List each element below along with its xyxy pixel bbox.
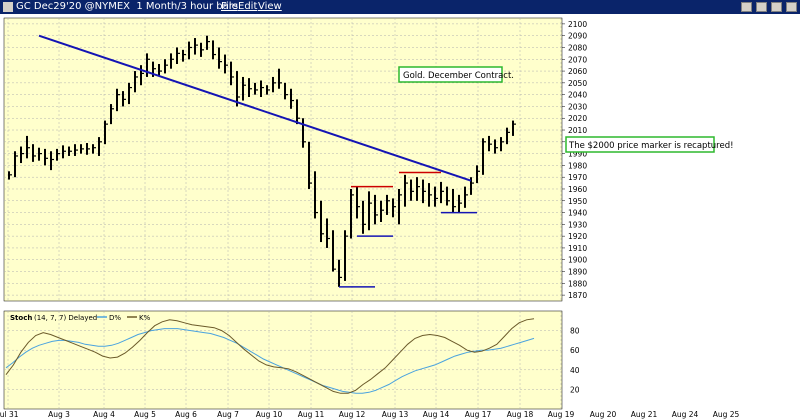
price-tick-label: 1990 [568, 150, 587, 159]
price-panel [3, 17, 563, 302]
stoch-k-line [5, 318, 535, 394]
price-tick-label: 1900 [568, 256, 587, 265]
level-lines [38, 34, 477, 288]
stoch-tick-label: 80 [570, 327, 580, 336]
date-axis: Jul 31 Aug 3 Aug 4 Aug 5 Aug 6 Aug 7 Aug 10 Aug… [0, 410, 740, 419]
stoch-axis: 20 40 60 80 [570, 327, 580, 395]
date-tick-label: Aug 20 [590, 410, 617, 419]
menu-view[interactable]: View [258, 1, 282, 12]
close-button[interactable] [786, 2, 797, 12]
maximize-button[interactable] [771, 2, 782, 12]
stoch-d-line [5, 328, 535, 394]
price-tick-label: 1970 [568, 173, 587, 182]
title-bar: GC Dec29'20 @NYMEX 1 Month/3 hour bars F… [0, 0, 800, 14]
window-title: GC Dec29'20 @NYMEX 1 Month/3 hour bars [16, 1, 239, 12]
price-tick-label: 1960 [568, 185, 587, 194]
price-tick-label: 2010 [568, 126, 587, 135]
price-tick-label: 1880 [568, 279, 587, 288]
price-tick-label: 2070 [568, 55, 587, 64]
menu-file[interactable]: File [221, 1, 238, 12]
annotation-contract: Gold. December Contract. [398, 66, 514, 83]
downtrend-line [38, 34, 472, 182]
date-tick-label: Aug 6 [175, 410, 197, 419]
stoch-params: (14, 7, 7) Delayed [34, 314, 97, 322]
date-tick-label: Aug 18 [507, 410, 534, 419]
date-tick-label: Aug 24 [672, 410, 699, 419]
annotation-contract-text: Gold. December Contract. [403, 71, 514, 81]
menu-edit[interactable]: Edit [238, 1, 258, 12]
app-icon [3, 2, 13, 12]
stoch-tick-label: 20 [570, 385, 580, 394]
price-tick-label: 2040 [568, 91, 587, 100]
date-tick-label: Aug 3 [48, 410, 70, 419]
price-tick-label: 2090 [568, 32, 587, 41]
date-tick-label: Aug 13 [382, 410, 409, 419]
date-tick-label: Aug 4 [93, 410, 115, 419]
annotation-recapture: The $2000 price marker is recaptured! [565, 136, 734, 153]
date-tick-label: Aug 11 [298, 410, 325, 419]
price-tick-label: 1920 [568, 232, 587, 241]
price-tick-label: 1940 [568, 209, 587, 218]
minimize-button[interactable] [756, 2, 767, 12]
price-tick-label: 1950 [568, 197, 587, 206]
price-tick-label: 1980 [568, 161, 587, 170]
price-tick-label: 1890 [568, 268, 587, 277]
price-axis: 1870 1880 1890 1900 1910 1920 1930 1940 1950 1960… [562, 20, 587, 300]
price-tick-label: 1930 [568, 220, 587, 229]
price-chart[interactable]: 1870 1880 1890 1900 1910 1920 1930 1940 1950 1960… [0, 14, 800, 419]
price-tick-label: 2100 [568, 20, 587, 29]
price-tick-label: 2060 [568, 67, 587, 76]
stoch-header: Stoch (14, 7, 7) Delayed D% K% [10, 314, 151, 322]
date-tick-label: Jul 31 [0, 410, 19, 419]
date-tick-label: Aug 25 [713, 410, 740, 419]
restore-button[interactable] [741, 2, 752, 12]
date-tick-label: Aug 12 [339, 410, 366, 419]
date-tick-label: Aug 21 [631, 410, 658, 419]
date-tick-label: Aug 19 [548, 410, 575, 419]
stoch-lines [5, 318, 535, 394]
price-tick-label: 2080 [568, 43, 587, 52]
legend-k: K% [139, 314, 151, 322]
date-tick-label: Aug 10 [256, 410, 283, 419]
price-tick-label: 2020 [568, 114, 587, 123]
legend-d: D% [109, 314, 121, 322]
stoch-title: Stoch [10, 314, 32, 322]
date-tick-label: Aug 17 [465, 410, 492, 419]
price-tick-label: 2050 [568, 79, 587, 88]
stoch-panel [3, 310, 563, 410]
date-tick-label: Aug 14 [423, 410, 450, 419]
date-tick-label: Aug 5 [134, 410, 156, 419]
stoch-tick-label: 60 [570, 346, 580, 355]
date-tick-label: Aug 7 [217, 410, 239, 419]
price-tick-label: 2030 [568, 102, 587, 111]
price-tick-label: 1870 [568, 291, 587, 300]
annotation-recapture-text: The $2000 price marker is recaptured! [568, 141, 734, 151]
price-tick-label: 1910 [568, 244, 587, 253]
price-bars [8, 35, 516, 287]
stoch-tick-label: 40 [570, 366, 580, 375]
grid [4, 18, 562, 409]
